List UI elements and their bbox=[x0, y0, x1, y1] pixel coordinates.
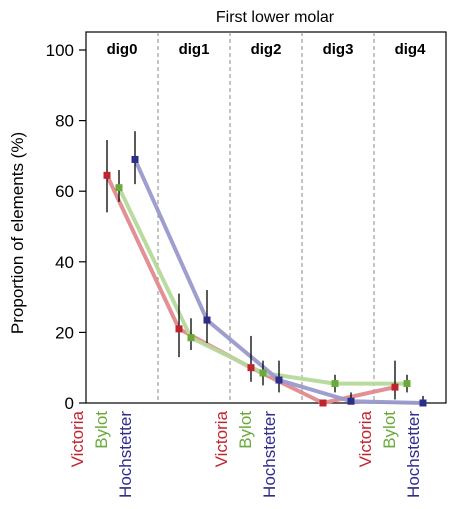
x-tick-label: Hochstetter bbox=[404, 411, 423, 498]
data-point-victoria bbox=[103, 171, 111, 179]
x-tick-label: Victoria bbox=[212, 410, 231, 467]
x-tick-label: Bylot bbox=[92, 411, 111, 449]
x-tick-label: Bylot bbox=[236, 411, 255, 449]
category-label: dig2 bbox=[251, 41, 282, 58]
category-label: dig0 bbox=[107, 41, 138, 58]
data-point-hochstetter bbox=[131, 155, 139, 163]
y-axis-label: Proportion of elements (%) bbox=[8, 132, 27, 334]
data-point-victoria bbox=[247, 364, 255, 372]
x-tick-label: Hochstetter bbox=[116, 411, 135, 498]
data-point-bylot bbox=[187, 334, 195, 342]
data-point-bylot bbox=[115, 184, 123, 192]
data-point-bylot bbox=[331, 380, 339, 388]
data-point-bylot bbox=[403, 380, 411, 388]
category-label: dig3 bbox=[323, 41, 354, 58]
x-tick-label: Victoria bbox=[68, 410, 87, 467]
data-point-bylot bbox=[259, 369, 267, 377]
data-point-victoria bbox=[319, 399, 327, 407]
y-tick-label: 100 bbox=[46, 41, 74, 60]
x-tick-label: Bylot bbox=[380, 411, 399, 449]
plot-frame bbox=[85, 31, 447, 404]
x-tick-label: Victoria bbox=[356, 410, 375, 467]
data-point-hochstetter bbox=[275, 376, 283, 384]
x-tick-label: Hochstetter bbox=[260, 411, 279, 498]
y-tick-label: 40 bbox=[55, 253, 74, 272]
data-point-victoria bbox=[175, 325, 183, 333]
data-point-victoria bbox=[391, 383, 399, 391]
data-point-hochstetter bbox=[347, 397, 355, 405]
y-tick-label: 0 bbox=[65, 394, 74, 413]
y-tick-label: 20 bbox=[55, 323, 74, 342]
chart-title: First lower molar bbox=[216, 9, 335, 26]
y-tick-label: 60 bbox=[55, 182, 74, 201]
data-point-hochstetter bbox=[419, 399, 427, 407]
data-point-hochstetter bbox=[203, 316, 211, 324]
y-tick-label: 80 bbox=[55, 112, 74, 131]
category-label: dig4 bbox=[395, 41, 426, 58]
category-label: dig1 bbox=[179, 41, 210, 58]
